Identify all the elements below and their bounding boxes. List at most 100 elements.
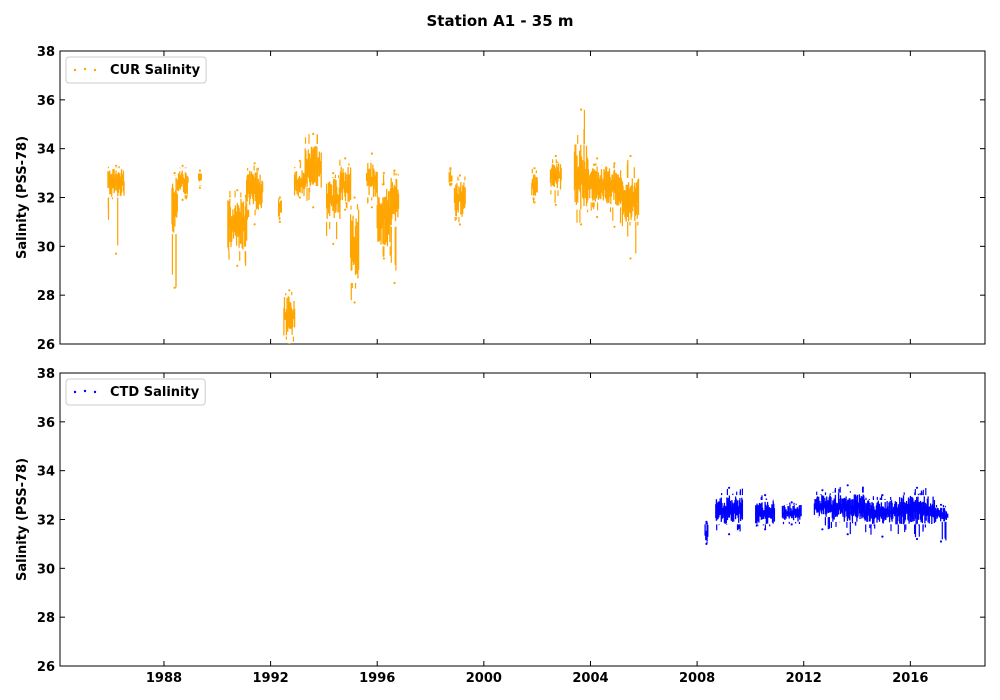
data-segment	[453, 174, 466, 226]
data-point-max	[344, 157, 347, 160]
data-point-max	[613, 162, 616, 165]
data-point-max	[915, 486, 919, 489]
data-point-min	[846, 533, 849, 536]
y-axis-label: Salinity (PSS-78)	[15, 458, 30, 581]
data-point-max	[253, 162, 256, 165]
data-point-max	[114, 164, 118, 167]
legend: CTD Salinity	[65, 378, 206, 406]
data-segment	[621, 154, 640, 260]
y-tick-label: 26	[37, 338, 55, 353]
data-point-max	[370, 152, 373, 155]
data-point-max	[181, 164, 184, 167]
data-point-min	[181, 198, 184, 201]
data-point-min	[236, 264, 239, 267]
data-point-min	[198, 186, 201, 189]
data-point-max	[764, 494, 767, 497]
x-tick-label: 2012	[786, 671, 822, 686]
y-tick-label: 28	[37, 611, 55, 626]
data-point-min	[370, 206, 373, 209]
data-point-max	[278, 196, 281, 199]
data-point-max	[393, 169, 396, 172]
data-point-max	[596, 157, 599, 160]
data-point-min	[353, 301, 356, 304]
data-point-min	[298, 196, 301, 199]
data-segment	[573, 108, 589, 226]
data-segment	[277, 196, 282, 223]
data-point-min	[173, 286, 176, 289]
data-point-max	[790, 501, 793, 504]
data-segment	[227, 189, 248, 267]
figure-title: Station A1 - 35 m	[426, 12, 573, 30]
y-tick-label: 38	[37, 367, 55, 382]
y-tick-label: 32	[37, 514, 55, 529]
data-point-min	[596, 215, 599, 219]
data-point-max	[554, 154, 557, 158]
y-tick-label: 34	[37, 143, 55, 158]
data-point-min	[790, 523, 793, 526]
data-point-min	[393, 281, 396, 285]
y-tick-label: 32	[37, 192, 55, 207]
y-axis-label: Salinity (PSS-78)	[15, 136, 30, 259]
data-segment	[376, 172, 392, 260]
data-point-min	[278, 220, 281, 223]
series-ctd-salinity	[704, 484, 949, 546]
data-point-min	[881, 535, 884, 538]
data-segment	[293, 159, 306, 199]
data-point-max	[728, 486, 731, 489]
x-tick-label: 2008	[679, 671, 715, 686]
x-tick-label: 2016	[892, 671, 928, 686]
data-point-min	[288, 342, 291, 344]
data-point-min	[344, 208, 347, 211]
data-point-max	[332, 172, 335, 175]
data-point-max	[198, 169, 201, 172]
data-point-max	[939, 503, 943, 506]
data-point-max	[533, 167, 536, 170]
data-point-max	[449, 167, 452, 170]
plot-frame	[59, 372, 986, 667]
x-tick-label: 1992	[252, 671, 288, 686]
data-segment	[339, 157, 352, 211]
data-segment	[605, 162, 624, 228]
legend-label: CUR Salinity	[110, 63, 201, 78]
data-segment	[197, 169, 202, 189]
data-point-min	[705, 542, 708, 546]
data-point-min	[253, 223, 256, 226]
data-point-min	[312, 206, 315, 209]
data-segment	[283, 289, 296, 344]
legend: CUR Salinity	[65, 56, 207, 84]
data-point-min	[939, 540, 943, 543]
x-tick-label: 1988	[146, 671, 182, 686]
data-point-max	[846, 484, 849, 487]
legend-marker	[83, 67, 87, 71]
data-segment	[531, 167, 538, 204]
x-tick-label: 1996	[359, 671, 395, 686]
data-point-max	[353, 196, 356, 199]
y-tick-label: 28	[37, 289, 55, 304]
legend-marker	[83, 389, 87, 393]
data-segment	[349, 196, 360, 304]
legend-label: CTD Salinity	[110, 385, 200, 400]
data-segment	[304, 132, 322, 209]
data-point-min	[458, 223, 461, 226]
data-point-max	[580, 108, 583, 111]
data-segment	[365, 152, 378, 209]
data-point-max	[382, 172, 385, 175]
data-point-min	[449, 184, 452, 187]
data-point-max	[288, 289, 291, 292]
data-segment	[864, 494, 901, 538]
data-point-min	[580, 223, 583, 226]
data-segment	[171, 172, 178, 289]
data-point-min	[533, 201, 536, 204]
legend-marker	[93, 390, 97, 394]
data-point-max	[312, 132, 315, 136]
data-point-max	[821, 489, 824, 492]
y-tick-label: 26	[37, 660, 55, 675]
data-point-max	[705, 520, 708, 524]
ctd-salinity-panel: 26 28 30 32 34 36 38 1988 1992 1996 2000 2004 2008 20…	[15, 367, 986, 686]
plot-frame	[59, 50, 986, 345]
y-tick-label: 36	[37, 416, 55, 431]
data-point-min	[382, 257, 385, 260]
data-point-max	[629, 154, 632, 158]
y-tick-label: 34	[37, 465, 55, 480]
